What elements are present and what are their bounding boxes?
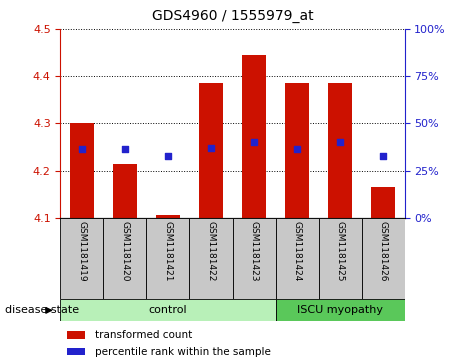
Bar — [60, 218, 103, 299]
Point — [336, 139, 344, 145]
Bar — [67, 348, 85, 355]
Bar — [362, 218, 405, 299]
Bar — [67, 331, 85, 339]
Point — [250, 139, 258, 145]
Text: GSM1181424: GSM1181424 — [292, 221, 301, 281]
Bar — [285, 83, 309, 218]
Text: control: control — [149, 305, 187, 315]
Bar — [319, 218, 362, 299]
Bar — [156, 215, 180, 218]
Text: GSM1181422: GSM1181422 — [206, 221, 215, 281]
Bar — [275, 299, 405, 321]
Bar — [328, 83, 352, 218]
Text: GSM1181420: GSM1181420 — [120, 221, 129, 282]
Bar — [146, 218, 190, 299]
Text: percentile rank within the sample: percentile rank within the sample — [95, 347, 271, 357]
Bar — [190, 218, 232, 299]
Point — [121, 146, 129, 152]
Point — [293, 146, 301, 152]
Text: disease state: disease state — [5, 305, 79, 315]
Bar — [70, 123, 94, 218]
Bar — [199, 83, 223, 218]
Point — [207, 146, 215, 151]
Text: GSM1181426: GSM1181426 — [379, 221, 387, 282]
Bar — [103, 218, 146, 299]
Bar — [371, 187, 395, 218]
Point — [379, 154, 387, 159]
Text: GSM1181421: GSM1181421 — [164, 221, 173, 282]
Text: GSM1181423: GSM1181423 — [250, 221, 259, 282]
Point — [164, 154, 172, 159]
Text: GSM1181425: GSM1181425 — [336, 221, 345, 282]
Bar — [113, 163, 137, 218]
Bar — [242, 55, 266, 218]
Bar — [275, 218, 319, 299]
Text: GSM1181419: GSM1181419 — [78, 221, 86, 282]
Point — [78, 146, 86, 152]
Text: GDS4960 / 1555979_at: GDS4960 / 1555979_at — [152, 9, 313, 23]
Text: transformed count: transformed count — [95, 330, 192, 340]
Bar — [60, 299, 275, 321]
Text: ISCU myopathy: ISCU myopathy — [297, 305, 383, 315]
Bar — [232, 218, 275, 299]
